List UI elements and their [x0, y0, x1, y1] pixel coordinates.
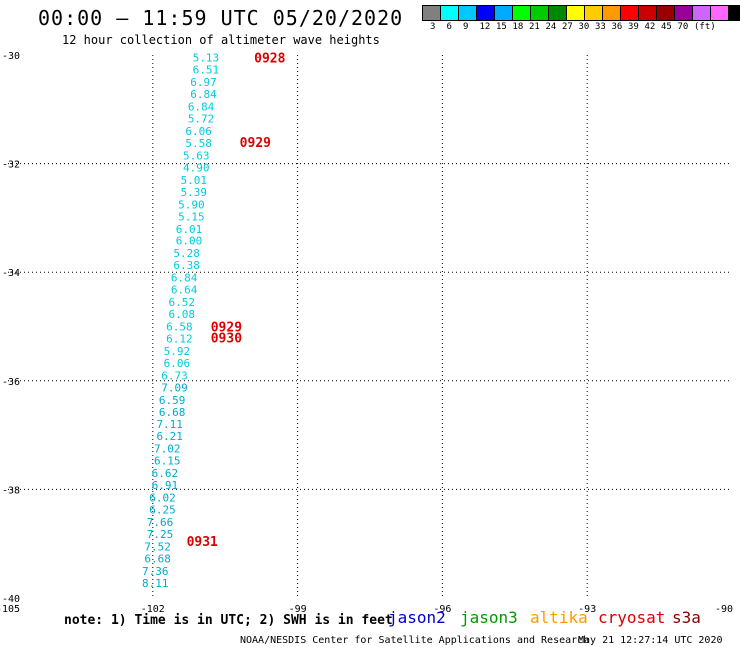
- wave-height-value: 6.12: [166, 332, 193, 345]
- wave-height-value: 6.84: [188, 101, 215, 114]
- colorbar-label: 18: [512, 22, 524, 32]
- pass-time-label: 0928: [254, 52, 285, 67]
- legend-item-jason3: jason3: [460, 608, 518, 627]
- x-tick-label: -99: [289, 604, 307, 615]
- x-tick-label: -93: [578, 604, 596, 615]
- wave-height-value: 6.52: [169, 296, 196, 309]
- wave-height-value: 5.58: [185, 137, 212, 150]
- wave-height-value: 6.25: [149, 503, 176, 516]
- wave-height-value: 6.68: [159, 406, 186, 419]
- legend-item-cryosat: cryosat: [598, 608, 666, 627]
- wave-height-value: 5.01: [181, 174, 208, 187]
- chart-title: 00:00 – 11:59 UTC 05/20/2020: [38, 6, 404, 30]
- y-tick-label: -36: [2, 377, 20, 388]
- colorbar-label: 21: [529, 22, 540, 32]
- y-tick-label: -32: [2, 160, 20, 171]
- colorbar-label: 36: [611, 22, 623, 32]
- wave-height-value: 6.58: [166, 321, 193, 334]
- wave-height-value: 5.39: [181, 186, 208, 199]
- wave-height-value: 5.28: [173, 247, 200, 260]
- wave-height-value: 6.62: [152, 467, 179, 480]
- wave-height-value: 5.72: [188, 113, 215, 126]
- wave-height-value: 7.36: [142, 565, 169, 578]
- y-tick-label: -40: [2, 594, 20, 605]
- legend-item-jason2: jason2: [388, 608, 446, 627]
- wave-height-value: 6.00: [176, 235, 203, 248]
- credit-line: NOAA/NESDIS Center for Satellite Applica…: [240, 635, 590, 646]
- colorbar-label: 45: [661, 22, 672, 32]
- wave-height-colorbar: [422, 5, 740, 21]
- colorbar-label: 15: [496, 22, 507, 32]
- wave-height-value: 6.84: [171, 272, 198, 285]
- wave-height-value: 6.84: [190, 88, 217, 101]
- wave-height-value: 6.08: [169, 308, 196, 321]
- wave-height-value: 6.15: [154, 455, 181, 468]
- wave-height-value: 5.63: [183, 149, 210, 162]
- y-tick-label: -34: [2, 268, 20, 279]
- wave-height-value: 5.90: [178, 198, 205, 211]
- generated-timestamp: May 21 12:27:14 UTC 2020: [578, 635, 723, 646]
- colorbar-label: (ft): [694, 22, 716, 32]
- wave-height-value: 8.11: [142, 577, 169, 590]
- pass-time-label: 0929: [211, 321, 242, 336]
- colorbar-label: 33: [595, 22, 606, 32]
- colorbar-label: 9: [463, 22, 469, 32]
- wave-height-value: 7.25: [147, 528, 174, 541]
- colorbar-swatch: [728, 5, 740, 21]
- pass-time-label: 0929: [240, 136, 271, 151]
- x-tick-label: -105: [0, 604, 20, 615]
- pass-time-label: 0930: [211, 331, 242, 346]
- chart-subtitle: 12 hour collection of altimeter wave hei…: [62, 33, 380, 47]
- colorbar-label: 6: [446, 22, 452, 32]
- wave-height-value: 6.73: [161, 369, 188, 382]
- wave-height-value: 6.06: [164, 357, 191, 370]
- colorbar-label: 42: [644, 22, 656, 32]
- pass-time-label: 0931: [187, 535, 218, 550]
- wave-height-value: 5.13: [193, 52, 220, 65]
- colorbar-label: 24: [545, 22, 557, 32]
- colorbar-label: 30: [578, 22, 590, 32]
- wave-height-value: 7.09: [161, 381, 188, 394]
- colorbar-label: 12: [479, 22, 491, 32]
- x-tick-label: -102: [141, 604, 165, 615]
- legend-item-s3a: s3a: [672, 608, 701, 627]
- wave-height-value: 7.66: [147, 516, 174, 529]
- colorbar-label: 39: [628, 22, 639, 32]
- wave-height-value: 6.59: [159, 394, 186, 407]
- wave-height-value: 6.51: [193, 64, 220, 77]
- colorbar-label: 70: [677, 22, 689, 32]
- colorbar-label: 27: [562, 22, 573, 32]
- wave-height-value: 6.21: [156, 430, 183, 443]
- wave-height-value: 7.11: [156, 418, 183, 431]
- wave-height-value: 7.02: [154, 443, 181, 456]
- wave-height-value: 6.64: [171, 284, 198, 297]
- wave-height-value: 7.52: [144, 540, 171, 553]
- wave-height-value: 6.97: [190, 76, 217, 89]
- wave-height-value: 6.02: [149, 492, 176, 505]
- legend-item-altika: altika: [530, 608, 588, 627]
- y-tick-label: -30: [2, 51, 20, 62]
- wave-height-value: 6.01: [176, 223, 203, 236]
- wave-height-value: 6.68: [144, 552, 171, 565]
- wave-height-value: 5.92: [164, 345, 191, 358]
- y-tick-label: -38: [2, 485, 20, 496]
- x-tick-label: -96: [433, 604, 451, 615]
- wave-height-value: 6.06: [185, 125, 212, 138]
- wave-height-value: 5.15: [178, 210, 205, 223]
- wave-height-value: 6.91: [152, 479, 179, 492]
- units-note: note: 1) Time is in UTC; 2) SWH is in fe…: [64, 613, 393, 628]
- colorbar-label: 3: [430, 22, 436, 32]
- wave-height-value: 6.38: [173, 259, 200, 272]
- x-tick-label: -90: [715, 604, 733, 615]
- wave-height-value: 4.90: [183, 161, 210, 174]
